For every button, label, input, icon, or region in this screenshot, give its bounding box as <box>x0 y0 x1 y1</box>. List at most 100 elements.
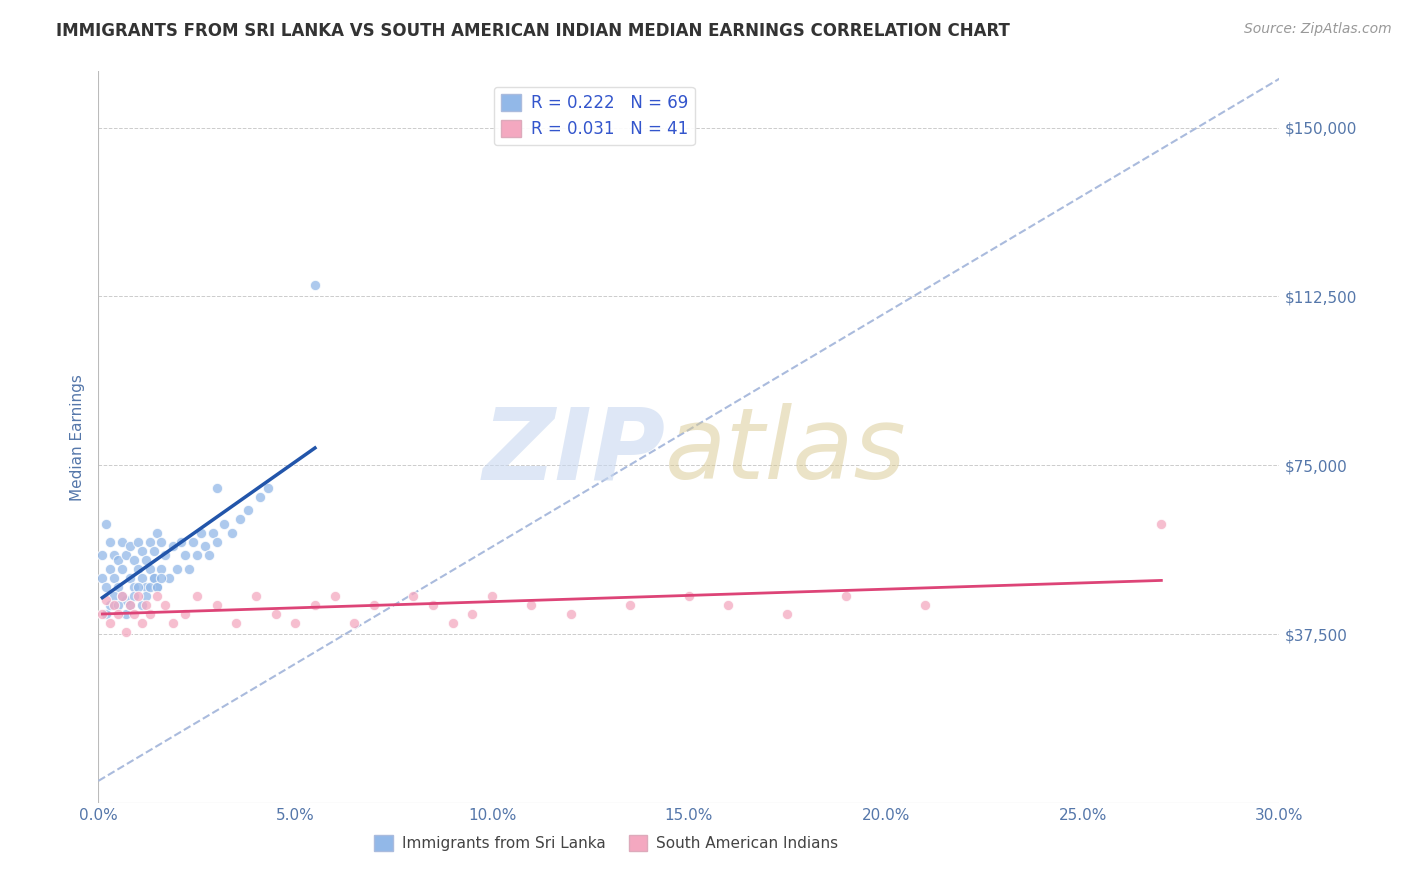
Point <box>157 571 180 585</box>
Point <box>422 598 444 612</box>
Point <box>343 615 366 630</box>
Point <box>118 598 141 612</box>
Point <box>98 615 121 630</box>
Point <box>115 593 138 607</box>
Point <box>174 548 197 562</box>
Point <box>131 543 153 558</box>
Point <box>131 615 153 630</box>
Point <box>131 598 153 612</box>
Point <box>150 534 173 549</box>
Point <box>150 571 173 585</box>
Point <box>107 580 129 594</box>
Point <box>138 562 160 576</box>
Point <box>98 534 121 549</box>
Point <box>103 589 125 603</box>
Point <box>256 481 278 495</box>
Point <box>91 607 114 621</box>
Point <box>150 562 173 576</box>
Point <box>170 534 193 549</box>
Point <box>249 490 271 504</box>
Point <box>118 598 141 612</box>
Point <box>835 589 858 603</box>
Point <box>146 525 169 540</box>
Point <box>122 589 145 603</box>
Point <box>186 548 208 562</box>
Point <box>103 548 125 562</box>
Point <box>1150 516 1173 531</box>
Point <box>96 593 118 607</box>
Point <box>111 562 134 576</box>
Point <box>461 607 484 621</box>
Point <box>118 539 141 553</box>
Point <box>127 589 149 603</box>
Point <box>107 553 129 567</box>
Point <box>284 615 307 630</box>
Point <box>186 589 208 603</box>
Point <box>264 607 287 621</box>
Point <box>142 543 165 558</box>
Point <box>96 580 118 594</box>
Point <box>481 589 503 603</box>
Point <box>363 598 385 612</box>
Point <box>122 580 145 594</box>
Point <box>138 534 160 549</box>
Point <box>127 562 149 576</box>
Text: IMMIGRANTS FROM SRI LANKA VS SOUTH AMERICAN INDIAN MEDIAN EARNINGS CORRELATION C: IMMIGRANTS FROM SRI LANKA VS SOUTH AMERI… <box>56 22 1010 40</box>
Point <box>115 607 138 621</box>
Point <box>98 562 121 576</box>
Point <box>304 598 326 612</box>
Point <box>619 598 641 612</box>
Point <box>236 503 259 517</box>
Point <box>111 589 134 603</box>
Point <box>103 571 125 585</box>
Point <box>914 598 936 612</box>
Point <box>190 525 212 540</box>
Point <box>162 615 184 630</box>
Point <box>146 580 169 594</box>
Text: atlas: atlas <box>665 403 907 500</box>
Point <box>323 589 346 603</box>
Point <box>225 615 247 630</box>
Point <box>304 278 326 293</box>
Point <box>146 589 169 603</box>
Point <box>520 598 543 612</box>
Point <box>245 589 267 603</box>
Point <box>131 571 153 585</box>
Point <box>96 607 118 621</box>
Point <box>155 548 177 562</box>
Point <box>221 525 243 540</box>
Point <box>560 607 582 621</box>
Point <box>98 598 121 612</box>
Point <box>96 516 118 531</box>
Point <box>115 624 138 639</box>
Point <box>402 589 425 603</box>
Legend: Immigrants from Sri Lanka, South American Indians: Immigrants from Sri Lanka, South America… <box>368 830 844 857</box>
Point <box>181 534 204 549</box>
Point <box>91 548 114 562</box>
Point <box>155 598 177 612</box>
Point <box>135 589 157 603</box>
Point <box>91 571 114 585</box>
Point <box>107 607 129 621</box>
Point <box>205 598 228 612</box>
Point <box>441 615 464 630</box>
Point <box>103 598 125 612</box>
Point <box>201 525 224 540</box>
Point <box>127 534 149 549</box>
Point <box>122 553 145 567</box>
Point <box>166 562 188 576</box>
Point <box>111 534 134 549</box>
Point <box>214 516 236 531</box>
Point <box>146 580 169 594</box>
Point <box>229 512 252 526</box>
Point <box>135 580 157 594</box>
Point <box>205 481 228 495</box>
Point <box>138 580 160 594</box>
Text: Source: ZipAtlas.com: Source: ZipAtlas.com <box>1244 22 1392 37</box>
Point <box>115 548 138 562</box>
Point <box>107 598 129 612</box>
Point <box>111 589 134 603</box>
Point <box>194 539 217 553</box>
Point <box>174 607 197 621</box>
Y-axis label: Median Earnings: Median Earnings <box>69 374 84 500</box>
